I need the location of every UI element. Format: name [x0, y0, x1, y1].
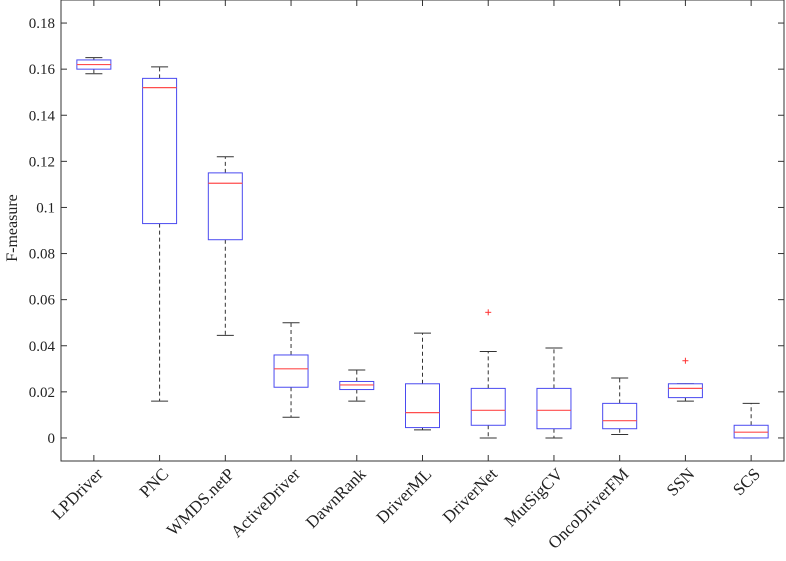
plot-area: 0 0.02 0.04 0.06 0.08 0.1 0.12 0.14 0.16 0.18 LPDr…	[29, 0, 785, 553]
y-tick-label: 0.12	[29, 154, 55, 170]
box	[207, 172, 243, 241]
x-category-label: SSN	[663, 464, 698, 499]
box	[405, 383, 440, 429]
box	[602, 402, 638, 430]
x-category-label: ActiveDriver	[227, 464, 304, 541]
box	[667, 383, 703, 399]
x-category-label: DriverNet	[439, 464, 501, 526]
x-category-label: DriverML	[372, 464, 435, 527]
x-category-label: PNC	[136, 464, 173, 501]
y-tick-label: 0.1	[36, 200, 55, 216]
y-tick-label: 0.16	[29, 62, 56, 78]
box	[536, 387, 572, 430]
x-category-label: MutSigCV	[501, 464, 568, 531]
box	[142, 77, 178, 225]
y-axis-title: F-measure	[4, 194, 21, 262]
y-tick-label: 0.08	[29, 247, 55, 263]
y-tick-label: 0.14	[29, 108, 56, 124]
y-tick-label: 0.18	[29, 16, 55, 32]
box	[470, 387, 506, 426]
x-category-label: LPDriver	[48, 464, 107, 523]
y-tick-label: 0.02	[29, 385, 55, 401]
x-category-label: SCS	[729, 464, 764, 499]
box	[273, 354, 309, 388]
x-category-label: DawnRank	[302, 464, 370, 532]
y-tick-label: 0.06	[29, 293, 56, 309]
y-tick-label: 0	[48, 431, 56, 447]
y-tick-label: 0.04	[29, 339, 56, 355]
